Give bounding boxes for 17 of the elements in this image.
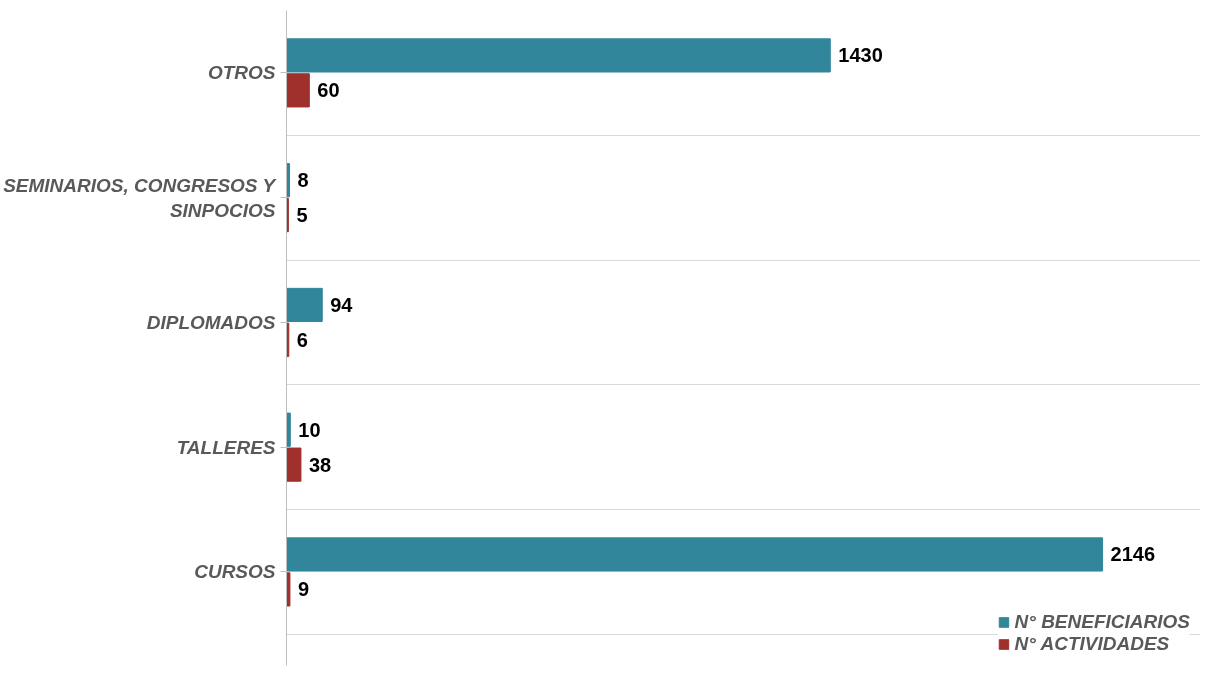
legend-label: N° BENEFICIARIOS — [1014, 611, 1190, 633]
data-label: 8 — [297, 169, 309, 192]
y-tick-label: CURSOS — [194, 561, 276, 583]
y-tick-label: SEMINARIOS, CONGRESOS Y SINPOCIOS — [3, 174, 278, 221]
data-label: 10 — [298, 418, 321, 441]
data-label: 9 — [297, 578, 310, 601]
data-label: 6 — [296, 328, 308, 351]
legend-label: N° ACTIVIDADES — [1014, 633, 1170, 655]
y-tick-label: DIPLOMADOS — [146, 311, 276, 333]
y-tick-label: TALLERES — [176, 436, 276, 458]
data-label: 1430 — [838, 44, 883, 67]
data-label: 60 — [317, 79, 340, 102]
data-label: 2146 — [1110, 543, 1156, 566]
y-tick-label: OTROS — [207, 62, 276, 84]
data-label: 38 — [308, 453, 332, 476]
data-label: 94 — [330, 293, 354, 316]
data-label: 5 — [296, 204, 308, 227]
